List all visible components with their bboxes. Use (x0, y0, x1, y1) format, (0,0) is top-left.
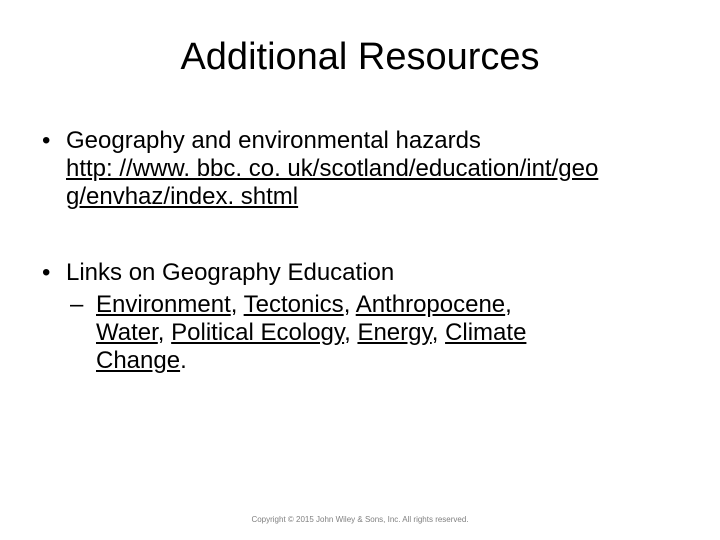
resource-link[interactable]: http: //www. bbc. co. uk/scotland/educat… (66, 155, 690, 211)
slide-container: Additional Resources Geography and envir… (0, 0, 720, 540)
bullet-label: Links on Geography Education (66, 259, 394, 286)
topic-link-tectonics[interactable]: Tectonics (244, 291, 344, 318)
bullet-label: Geography and environmental hazards (66, 127, 481, 154)
topic-link-climate-change-cont[interactable]: Change (96, 347, 180, 374)
topic-link-energy[interactable]: Energy (357, 319, 431, 346)
slide-content: Geography and environmental hazards http… (30, 127, 690, 375)
copyright-footer: Copyright © 2015 John Wiley & Sons, Inc.… (0, 515, 720, 524)
sub-bullet-topics: Environment, Tectonics, Anthropocene, Wa… (66, 291, 690, 375)
topic-link-climate[interactable]: Climate (445, 319, 526, 346)
topic-link-environment[interactable]: Environment (96, 291, 231, 318)
link-text-line1: http: //www. bbc. co. uk/scotland/educat… (66, 155, 598, 182)
bullet-geography-hazards: Geography and environmental hazards http… (36, 127, 690, 211)
slide-title: Additional Resources (30, 30, 690, 79)
bullet-geography-education: Links on Geography Education Environment… (36, 259, 690, 375)
topic-link-political-ecology[interactable]: Political Ecology (171, 319, 344, 346)
topic-link-anthropocene[interactable]: Anthropocene (356, 291, 505, 318)
link-text-line2: g/envhaz/index. shtml (66, 183, 298, 210)
topic-link-water[interactable]: Water (96, 319, 158, 346)
